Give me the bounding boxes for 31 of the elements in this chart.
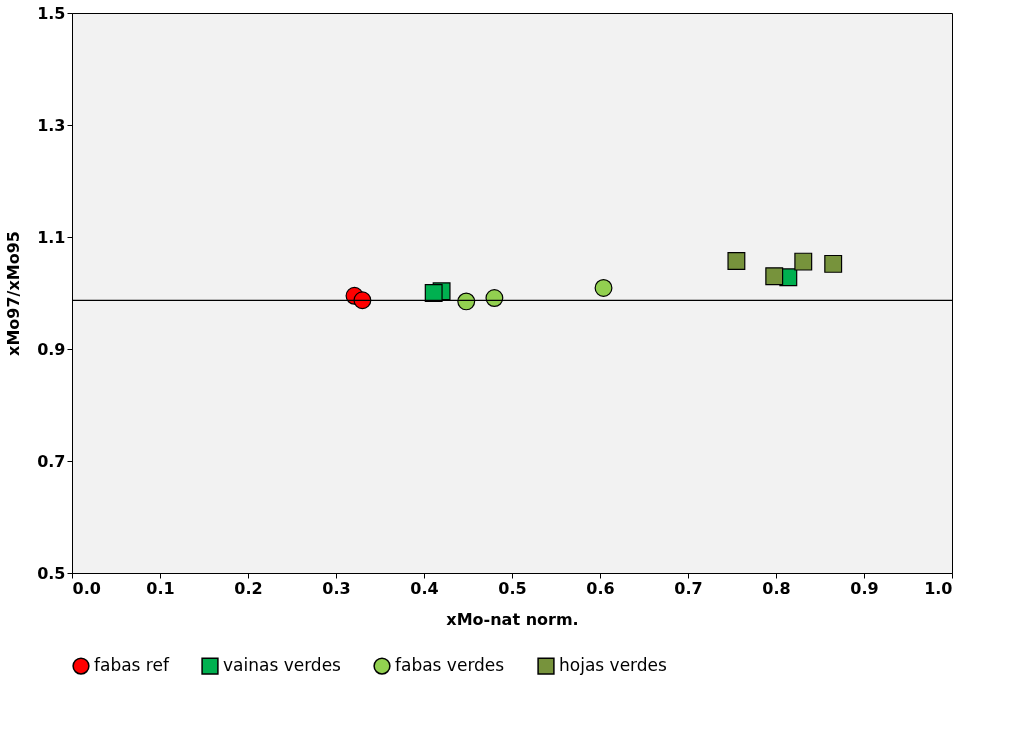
point — [824, 254, 843, 273]
x-tick-label: 0.7 — [674, 578, 703, 598]
legend-label: fabas verdes — [395, 655, 505, 676]
y-tick-label: 1.1 — [37, 227, 66, 247]
x-tick-label: 0.8 — [762, 578, 791, 598]
x-tick-label: 0.6 — [586, 578, 615, 598]
point — [765, 267, 784, 286]
y-axis-title: xMo97/xMo95 — [4, 231, 24, 356]
point — [794, 252, 813, 271]
x-tick-label: 0.2 — [234, 578, 263, 598]
x-tick-label: 0.0 — [72, 578, 101, 598]
x-axis-title: xMo-nat norm. — [446, 609, 579, 629]
x-tick-label: 0.1 — [146, 578, 175, 598]
point — [727, 252, 746, 271]
x-tick-label: 0.3 — [322, 578, 351, 598]
point — [424, 284, 443, 302]
point — [594, 279, 613, 297]
y-tick-label: 1.3 — [37, 115, 66, 135]
legend-label: vainas verdes — [223, 655, 342, 676]
y-tick-label: 0.9 — [37, 339, 66, 359]
x-tick-label: 0.4 — [410, 578, 439, 598]
legend-label: fabas ref — [94, 655, 170, 676]
x-tick-label: 1.0 — [924, 578, 953, 598]
y-tick-label: 1.5 — [37, 3, 66, 23]
point — [457, 292, 476, 311]
y-tick-label: 0.7 — [37, 451, 66, 471]
x-tick-label: 0.9 — [850, 578, 879, 598]
x-tick-label: 0.5 — [498, 578, 527, 598]
y-tick-label: 0.5 — [37, 563, 66, 583]
legend-label: hojas verdes — [559, 655, 668, 676]
point — [353, 291, 372, 310]
